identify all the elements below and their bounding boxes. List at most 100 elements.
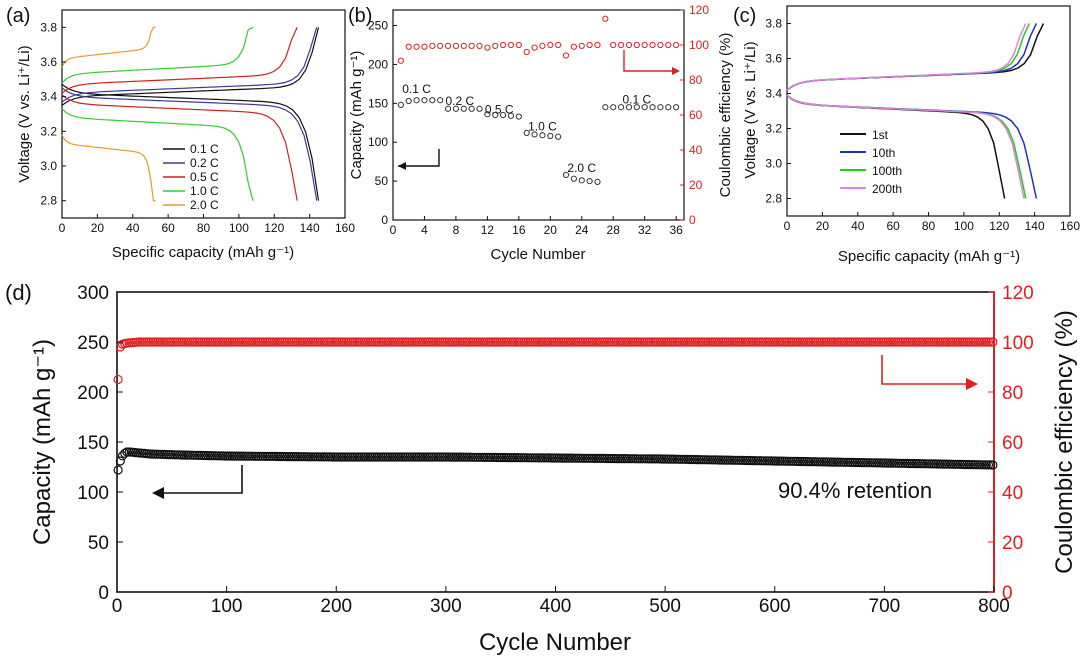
panel-b-capacity-point <box>586 178 593 185</box>
panel-b-capacity-point <box>539 132 546 139</box>
panel-b-x-tick-label: 8 <box>453 223 460 237</box>
panel-b-capacity-point <box>460 105 467 112</box>
panel-b-ce-point <box>586 41 593 49</box>
panel-c-legend-label: 100th <box>872 164 902 178</box>
panel-b-ce-point <box>602 15 609 22</box>
panel-b-ce-point <box>562 52 570 59</box>
panel-b-capacity-point <box>444 105 452 112</box>
panel-a-legend: 0.1 C0.2 C0.5 C1.0 C2.0 C <box>163 142 219 212</box>
panel-a-legend-label: 0.1 C <box>190 142 219 156</box>
panel-c: (c) 0 20 40 60 80 100 120 140 160 2.8 3.0 3.2 3.4 3.… <box>733 5 1080 265</box>
panel-a-x-ticks: 0 20 40 60 80 100 120 140 160 <box>59 214 355 235</box>
panel-b-capacity-point <box>437 97 444 104</box>
panel-b-x-tick-label: 20 <box>544 223 558 237</box>
panel-a-ylabel: Voltage (V vs. Li⁺/Li) <box>16 45 33 182</box>
panel-c-y-tick-label: 3.6 <box>765 52 782 66</box>
panel-c-x-tick-label: 100 <box>954 219 974 233</box>
panel-b-ce-point <box>444 42 452 49</box>
panel-b-capacity-point <box>610 104 617 111</box>
panel-b-frame <box>392 9 685 221</box>
panel-b-ce-point <box>429 42 436 49</box>
panel-b-ce-point <box>484 44 491 51</box>
panel-d-x-tick-label: 300 <box>430 596 462 617</box>
panel-d-y-tick-label: 300 <box>77 283 109 304</box>
panel-b-capacity-point <box>397 101 404 108</box>
panel-b-capacity-point <box>515 113 522 120</box>
panel-b-capacity-point <box>602 104 609 111</box>
panel-b-ce-point <box>665 41 672 49</box>
panel-b-x-ticks: 0 4 8 12 16 20 24 28 32 36 <box>390 216 683 237</box>
panel-a-discharge-curve <box>61 94 298 201</box>
panel-c-charge-curve <box>786 23 1027 91</box>
panel-b-capacity-point <box>500 111 507 119</box>
panel-c-legend-label: 200th <box>872 182 902 196</box>
panel-c-y-tick-label: 3.4 <box>765 87 782 101</box>
panel-d-ce-point <box>113 374 123 385</box>
panel-b-capacity-point <box>570 175 577 182</box>
panel-b-capacity-point <box>594 178 601 185</box>
panel-a-x-tick-label: 140 <box>300 221 320 235</box>
panel-b-rate-label: 2.0 C <box>567 161 596 175</box>
panel-b-points <box>397 15 680 185</box>
panel-b-y2-tick-label: 60 <box>689 108 703 122</box>
panel-a-y-tick-label: 3.8 <box>40 20 57 34</box>
panel-a-label: (a) <box>6 5 30 27</box>
panel-a-x-tick-label: 20 <box>91 221 105 235</box>
panel-c-ylabel: Voltage (V vs. Li⁺/Li) <box>742 41 759 178</box>
panel-d-y-tick-label: 100 <box>77 483 109 504</box>
panel-b-rate-label: 0.5 C <box>485 102 514 116</box>
panel-b-capacity-point <box>625 104 633 111</box>
panel-b-rate-label: 0.1 C <box>402 82 431 96</box>
panel-b-ce-point <box>578 42 585 49</box>
panel-b-capacity-point <box>507 112 515 119</box>
panel-c-y-tick-label: 3.0 <box>765 157 782 171</box>
panel-b-ce-point <box>539 42 546 49</box>
panel-b-capacity-point <box>421 97 428 104</box>
panel-b-capacity-point <box>665 104 672 111</box>
panel-b-ce-point <box>641 41 648 49</box>
panel-d-capacity-point <box>113 465 123 475</box>
panel-d-x-tick-label: 200 <box>320 596 352 617</box>
panel-b-x-tick-label: 12 <box>481 223 495 237</box>
panel-b-y-tick-label: 250 <box>368 19 388 33</box>
panel-b-ce-point <box>610 41 617 49</box>
panel-b-capacity-point <box>452 105 460 112</box>
panel-c-y-ticks: 2.8 3.0 3.2 3.4 3.6 3.8 <box>765 17 791 206</box>
panel-b-ce-point <box>507 41 515 49</box>
panel-d: (d) 0 100 200 300 400 500 600 700 800 0501001502… <box>5 280 1078 656</box>
panel-c-discharge-curve <box>786 94 1027 199</box>
panel-b-ce-point <box>523 48 530 56</box>
panel-d-points <box>113 337 998 475</box>
panel-a-discharge-curve <box>61 108 254 201</box>
panel-c-legend-label: 1st <box>872 128 889 142</box>
panel-d-x-tick-label: 600 <box>759 596 791 617</box>
panel-d-capacity-point <box>115 456 125 466</box>
panel-d-x-tick-label: 400 <box>540 596 572 617</box>
panel-c-xlabel: Specific capacity (mAh g⁻¹) <box>838 248 1020 265</box>
panel-c-legend: 1st 10th 100th 200th <box>840 128 902 196</box>
panel-c-discharge-curve <box>786 94 1038 199</box>
panel-b-ce-point <box>594 41 601 49</box>
panel-b-y-ticks: 0 50 100 150 200 250 <box>368 19 397 227</box>
panel-b-ce-arrowhead <box>672 67 680 75</box>
panel-b-capacity-point <box>657 104 664 111</box>
panel-b-capacity-point <box>562 171 570 178</box>
panel-d-y-tick-label: 50 <box>88 533 109 554</box>
panel-b-ce-point <box>547 41 554 49</box>
panel-d-x-tick-label: 700 <box>869 596 901 617</box>
panel-b-ce-point <box>452 42 460 49</box>
panel-b-ce-point <box>437 42 444 49</box>
panel-b-ce-point <box>570 43 577 50</box>
panel-a-x-tick-label: 160 <box>335 221 355 235</box>
panel-b-capacity-point <box>413 97 420 104</box>
panel-b-capacity-point <box>429 97 436 104</box>
panel-b-x-tick-label: 16 <box>512 223 526 237</box>
panel-b-ce-point <box>531 44 538 51</box>
panel-b-rate-label: 1.0 C <box>528 120 557 134</box>
panel-b-x-tick-label: 32 <box>638 223 652 237</box>
panel-b-y2-tick-label: 120 <box>689 3 709 17</box>
panel-b-y2-tick-label: 100 <box>689 38 709 52</box>
panel-b-capacity-point <box>617 104 625 111</box>
panel-a-x-tick-label: 120 <box>264 221 284 235</box>
panel-b-y-tick-label: 150 <box>368 96 388 110</box>
